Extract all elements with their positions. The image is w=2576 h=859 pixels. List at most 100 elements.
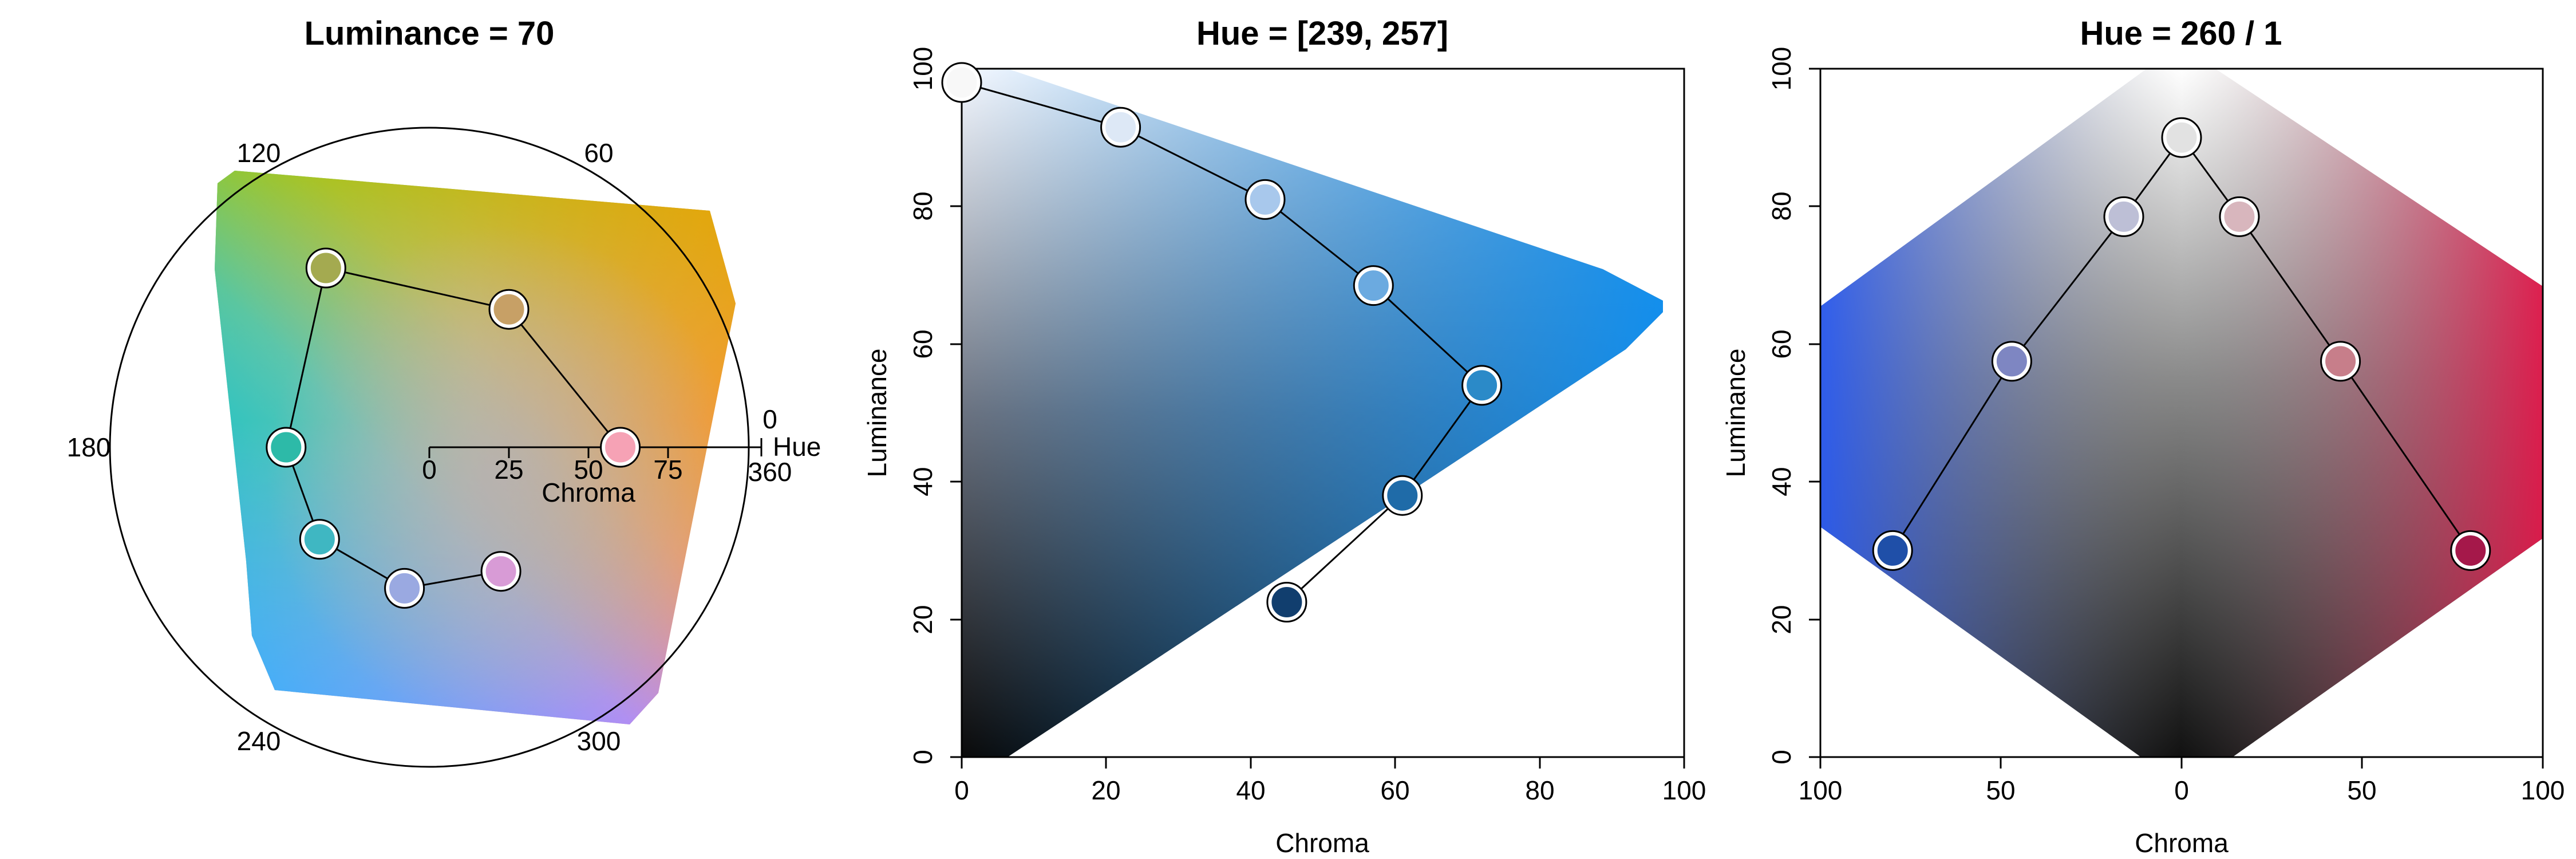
y-axis-label: Luminance: [862, 348, 892, 477]
y-tick-label: 60: [1767, 329, 1796, 358]
panel1-point-outline: [384, 568, 425, 609]
panel3-point-outline: [1872, 530, 1913, 571]
y-tick-label: 40: [1767, 467, 1796, 496]
panel3-point-outline: [2161, 117, 2202, 158]
chroma-luminance-gamut: [962, 69, 1663, 757]
panel3-point-outline: [1991, 341, 2032, 382]
y-tick-label: 0: [908, 750, 938, 765]
panel1-point-outline: [488, 289, 530, 330]
panel3-point-outline: [2219, 196, 2260, 237]
panel-luminance-70: Luminance = 70 Hue 0 25 50 75 Chroma 0: [67, 15, 821, 768]
y-tick-label: 100: [908, 47, 938, 91]
x-tick-label: 80: [1525, 775, 1554, 805]
panel2-point: [942, 63, 981, 102]
panel2-point-outline: [1353, 265, 1394, 306]
panel1-point-outline: [266, 427, 307, 468]
panel2-point-outline: [941, 62, 982, 103]
x-tick-label: 100: [1662, 775, 1706, 805]
x-tick-label: 100: [1799, 775, 1843, 805]
x-tick-label: 50: [2347, 775, 2376, 805]
chroma-tick-label: 50: [574, 455, 603, 484]
panel1-points: [266, 247, 641, 609]
panel2-point: [1354, 266, 1393, 305]
y-tick-label: 20: [1767, 605, 1796, 634]
hue-tick-label: 240: [237, 726, 281, 756]
panel1-point: [481, 552, 520, 591]
panel1-point: [267, 428, 306, 467]
panel3-point-outline: [2450, 530, 2491, 571]
hue-tick-label: 360: [748, 457, 792, 487]
y-tick-label: 40: [908, 467, 938, 496]
panel1-point-outline: [480, 551, 521, 592]
chroma-tick-label: 0: [422, 455, 437, 484]
panel3-point: [2321, 342, 2360, 381]
panel3-points: [1872, 117, 2491, 571]
chroma-tick-label: 25: [494, 455, 523, 484]
panel3-point: [1873, 531, 1912, 570]
hue-tick-label: 120: [237, 138, 281, 168]
y-tick-label: 0: [1767, 750, 1796, 765]
panel1-point: [489, 290, 528, 329]
panel2-point-outline: [1461, 365, 1503, 406]
panel1-point: [385, 569, 424, 608]
hue-tick-label: 0: [762, 404, 777, 434]
y-axis-label: Luminance: [1721, 348, 1751, 477]
hue-tick-labels: 0 60 120 180 240 300 360: [67, 138, 792, 756]
panel1-point: [300, 520, 339, 559]
panel2-point-outline: [1100, 107, 1141, 148]
x-tick-label: 50: [1986, 775, 2015, 805]
chroma-axis-label: Chroma: [542, 478, 635, 507]
hue-axis-label: Hue: [773, 432, 821, 462]
panel3-point: [2104, 197, 2143, 236]
panel2-point: [1101, 108, 1140, 147]
panel1-point: [601, 428, 640, 467]
x-tick-label: 60: [1380, 775, 1409, 805]
panel1-title: Luminance = 70: [305, 15, 555, 52]
y-tick-label: 20: [908, 605, 938, 634]
y-tick-label: 80: [908, 191, 938, 220]
panel2-point-outline: [1244, 179, 1286, 220]
panel3-x-axis: 100 50 0 50 100 Chroma: [1799, 756, 2565, 858]
panel3-title: Hue = 260 / 1: [2080, 15, 2282, 52]
panel2-point: [1463, 366, 1502, 405]
panel3-point: [2220, 197, 2259, 236]
x-tick-label: 100: [2521, 775, 2565, 805]
panel-hue-range: Hue = [239, 257] 0 20 40 60 80 100 Chrom…: [862, 15, 1706, 858]
panel2-point-outline: [1382, 475, 1423, 516]
panel3-point-outline: [2320, 341, 2361, 382]
x-axis-label: Chroma: [2135, 828, 2229, 858]
chroma-tick-label: 75: [653, 455, 682, 484]
x-tick-label: 20: [1091, 775, 1120, 805]
x-tick-label: 0: [2174, 775, 2189, 805]
panel2-y-axis: 0 20 40 60 80 100 Luminance: [862, 47, 963, 765]
panel2-point: [1267, 583, 1306, 621]
chroma-axis: 0 25 50 75 Chroma: [422, 447, 683, 507]
panel2-title: Hue = [239, 257]: [1196, 15, 1448, 52]
panel-diverging: Hue = 260 / 1 100 50 0 50 100 Chroma: [1721, 15, 2565, 858]
panel1-point: [306, 249, 345, 287]
hue-tick-label: 300: [577, 726, 621, 756]
panel1-point-outline: [305, 247, 346, 289]
panel3-point-outline: [2103, 196, 2144, 237]
x-tick-label: 40: [1236, 775, 1265, 805]
panel3-point: [2162, 118, 2201, 157]
panel3-point: [2451, 531, 2490, 570]
panel3-y-axis: 0 20 40 60 80 100 Luminance: [1721, 47, 1822, 765]
panel2-points: [941, 62, 1503, 622]
panel2-point: [1383, 476, 1422, 515]
panel1-point-outline: [600, 427, 641, 468]
hue-tick-label: 60: [584, 138, 613, 168]
x-tick-label: 0: [954, 775, 969, 805]
panel3-point: [1992, 342, 2031, 381]
panel2-point: [1246, 180, 1285, 219]
y-tick-label: 100: [1767, 47, 1796, 91]
hue-axis: Hue: [429, 432, 821, 462]
panel2-x-axis: 0 20 40 60 80 100 Chroma: [954, 756, 1706, 858]
y-tick-label: 60: [908, 329, 938, 358]
x-axis-label: Chroma: [1275, 828, 1369, 858]
hue-tick-label: 180: [67, 432, 111, 462]
panel2-point-outline: [1266, 582, 1307, 622]
panel1-point-outline: [299, 519, 340, 560]
y-tick-label: 80: [1767, 191, 1796, 220]
